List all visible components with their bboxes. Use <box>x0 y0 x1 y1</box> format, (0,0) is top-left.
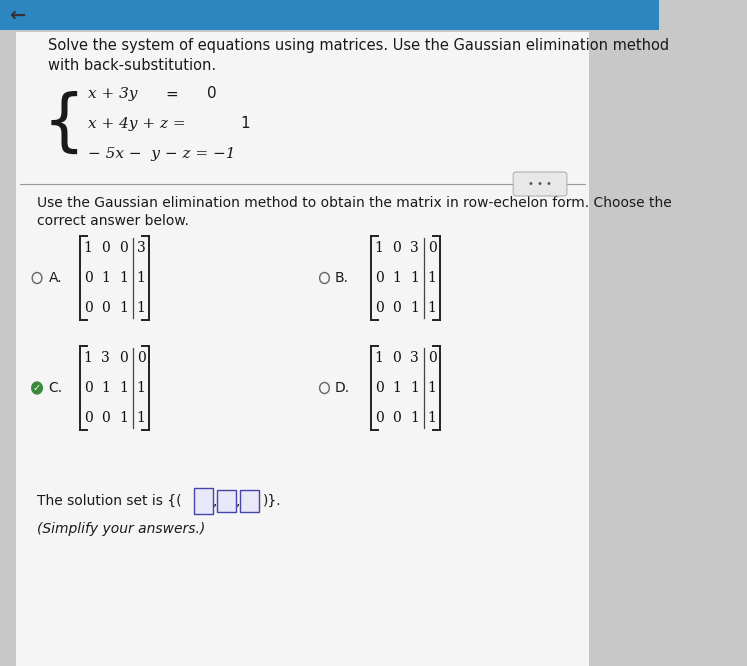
Text: 0: 0 <box>375 381 383 395</box>
Text: 1: 1 <box>392 271 401 285</box>
Text: 1: 1 <box>137 301 146 315</box>
Text: 1: 1 <box>137 411 146 425</box>
Text: 0: 0 <box>392 241 401 255</box>
Text: (Simplify your answers.): (Simplify your answers.) <box>37 522 205 536</box>
Text: =: = <box>166 87 179 101</box>
Text: 1: 1 <box>410 381 419 395</box>
FancyBboxPatch shape <box>217 490 236 512</box>
Text: 0: 0 <box>375 411 383 425</box>
Text: ←: ← <box>9 5 25 25</box>
Text: 1: 1 <box>375 351 383 365</box>
Circle shape <box>31 382 43 394</box>
Text: {: { <box>43 91 84 157</box>
Text: • • •: • • • <box>528 179 552 189</box>
Text: 0: 0 <box>102 411 110 425</box>
Text: 0: 0 <box>392 351 401 365</box>
Text: 1: 1 <box>410 411 419 425</box>
Text: 1: 1 <box>102 271 111 285</box>
Text: − 5x −  y − z = −1: − 5x − y − z = −1 <box>88 147 235 161</box>
Text: 0: 0 <box>427 241 436 255</box>
Text: 0: 0 <box>375 271 383 285</box>
Text: 0: 0 <box>375 301 383 315</box>
Text: ✓: ✓ <box>33 383 41 393</box>
Text: A.: A. <box>49 271 62 285</box>
Text: C.: C. <box>49 381 63 395</box>
Text: 1: 1 <box>427 271 436 285</box>
Text: with back-substitution.: with back-substitution. <box>49 58 217 73</box>
Text: 1: 1 <box>392 381 401 395</box>
Text: 0: 0 <box>84 381 93 395</box>
Text: 1: 1 <box>119 271 128 285</box>
Text: 1: 1 <box>240 117 249 131</box>
Text: correct answer below.: correct answer below. <box>37 214 189 228</box>
Text: 1: 1 <box>119 301 128 315</box>
Text: 1: 1 <box>102 381 111 395</box>
Text: Solve the system of equations using matrices. Use the Gaussian elimination metho: Solve the system of equations using matr… <box>49 38 669 53</box>
Text: 0: 0 <box>102 241 110 255</box>
Text: x + 4y + z =: x + 4y + z = <box>88 117 186 131</box>
Text: )}.: )}. <box>263 494 282 508</box>
Text: 0: 0 <box>119 351 128 365</box>
Text: The solution set is {(: The solution set is {( <box>37 494 182 508</box>
Text: 1: 1 <box>410 271 419 285</box>
FancyBboxPatch shape <box>0 0 659 30</box>
Text: D.: D. <box>335 381 350 395</box>
Text: 1: 1 <box>375 241 383 255</box>
Text: 1: 1 <box>427 301 436 315</box>
Text: 0: 0 <box>84 301 93 315</box>
Text: 1: 1 <box>137 381 146 395</box>
Text: 1: 1 <box>84 351 93 365</box>
FancyBboxPatch shape <box>240 490 259 512</box>
Text: ,: , <box>213 494 217 508</box>
Text: 1: 1 <box>119 411 128 425</box>
Text: 0: 0 <box>137 351 146 365</box>
Text: 1: 1 <box>410 301 419 315</box>
FancyBboxPatch shape <box>513 172 567 196</box>
Text: 0: 0 <box>84 411 93 425</box>
Text: 1: 1 <box>84 241 93 255</box>
Text: 3: 3 <box>410 351 419 365</box>
Text: 0: 0 <box>427 351 436 365</box>
Text: x + 3y: x + 3y <box>88 87 137 101</box>
Text: 0: 0 <box>102 301 110 315</box>
Text: ,: , <box>236 494 241 508</box>
FancyBboxPatch shape <box>194 488 214 514</box>
Text: 0: 0 <box>392 411 401 425</box>
Text: 0: 0 <box>392 301 401 315</box>
Text: Use the Gaussian elimination method to obtain the matrix in row-echelon form. Ch: Use the Gaussian elimination method to o… <box>37 196 672 210</box>
Text: B.: B. <box>335 271 349 285</box>
Text: 1: 1 <box>137 271 146 285</box>
Text: 3: 3 <box>410 241 419 255</box>
Text: 1: 1 <box>427 381 436 395</box>
Text: 0: 0 <box>207 87 217 101</box>
Text: 1: 1 <box>119 381 128 395</box>
Text: 0: 0 <box>119 241 128 255</box>
FancyBboxPatch shape <box>16 32 589 666</box>
Text: 1: 1 <box>427 411 436 425</box>
Text: 3: 3 <box>137 241 146 255</box>
Text: 0: 0 <box>84 271 93 285</box>
Text: 3: 3 <box>102 351 110 365</box>
